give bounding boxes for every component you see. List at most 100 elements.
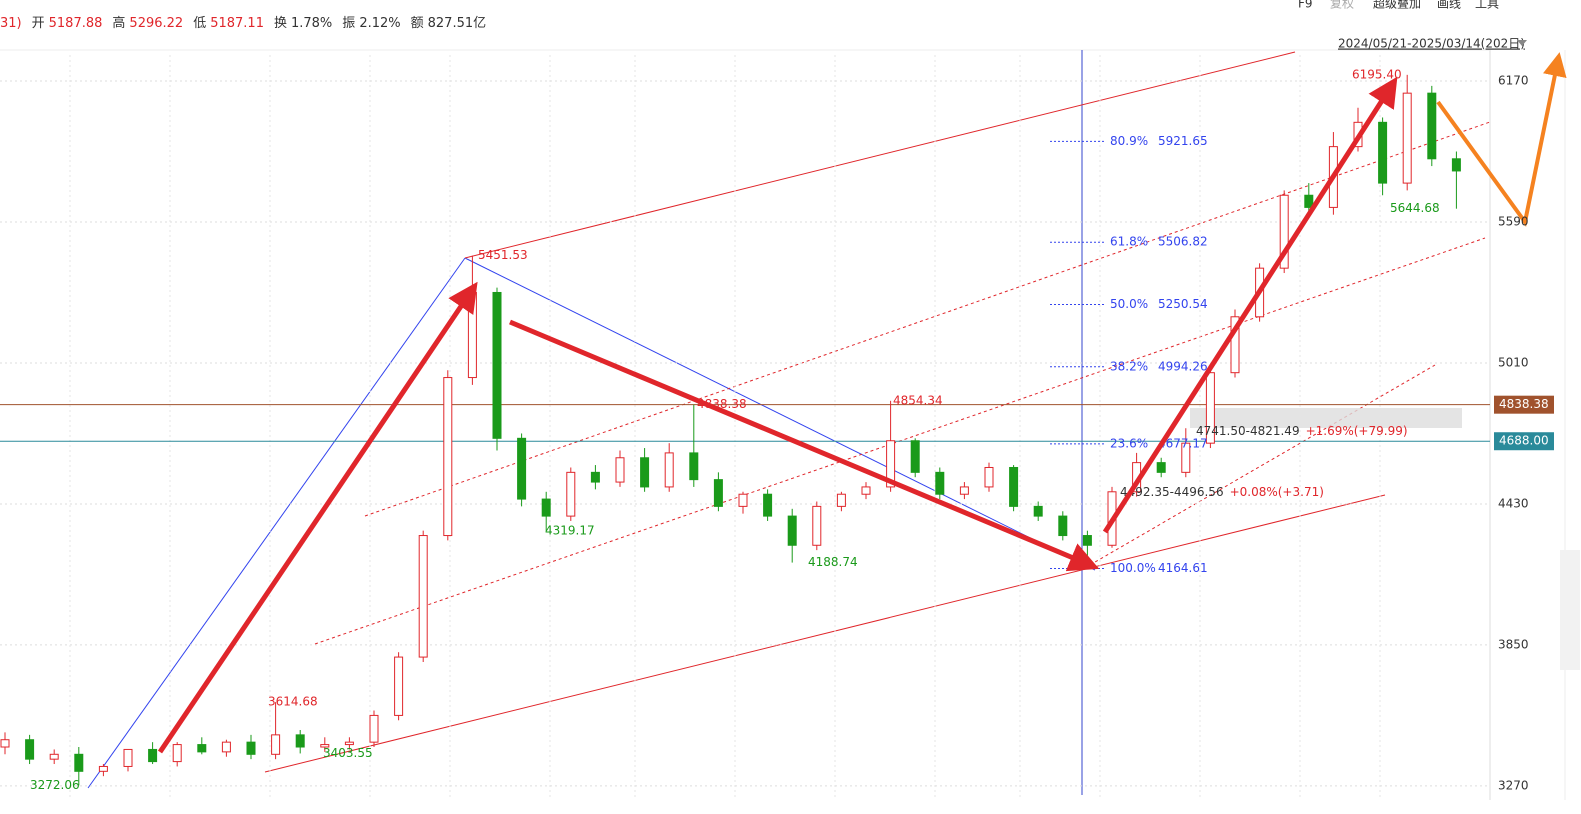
toolbar-button[interactable]: 工具: [1475, 0, 1499, 11]
candle-body: [467, 291, 477, 379]
highlight-zone: [1190, 408, 1462, 428]
price-annotation: 4319.17: [545, 523, 595, 537]
toolbar-button[interactable]: 超级叠加: [1373, 0, 1421, 11]
channel-line: [1089, 364, 1436, 566]
header-label: 额: [411, 16, 424, 31]
header-label: 开: [32, 16, 45, 31]
header-value: 5296.22: [129, 16, 183, 31]
fib-ratio: 50.0%: [1110, 297, 1148, 311]
header-value: 2.12%: [359, 16, 400, 31]
candle-body: [836, 493, 846, 507]
candle-body: [344, 741, 354, 746]
y-tick-label: 6170: [1498, 74, 1529, 88]
candle-body: [763, 493, 773, 517]
side-toggle[interactable]: [1560, 550, 1580, 670]
arrows: [157, 52, 1567, 754]
price-annotation: 4188.74: [808, 555, 858, 569]
arrow: [1436, 52, 1567, 227]
fib-line: [87, 257, 466, 789]
plot: 5451.534319.174838.384188.744854.343614.…: [0, 50, 1491, 800]
fib-ratio: 100.0%: [1110, 561, 1156, 575]
price-annotation: 3614.68: [268, 695, 318, 709]
fib-price: 4677.17: [1158, 436, 1208, 450]
dropdown-icon[interactable]: [1517, 40, 1527, 46]
candle-body: [1205, 372, 1215, 444]
candle-body: [1378, 121, 1388, 184]
date-range[interactable]: 2024/05/21-2025/03/14(202日): [1338, 37, 1525, 51]
candle-body: [246, 741, 256, 755]
candle-body: [590, 471, 600, 483]
candle-body: [1058, 515, 1068, 537]
candle-body: [787, 515, 797, 546]
price-annotation: 4854.34: [893, 393, 943, 407]
header-value: 1.78%: [291, 16, 332, 31]
candle-body: [1304, 194, 1314, 208]
candle-body: [443, 377, 453, 537]
range-annotation: 4741.50-4821.49 +1.69%(+79.99): [1196, 424, 1408, 438]
candle-body: [566, 471, 576, 517]
candle-body: [738, 493, 748, 507]
range-change: +0.08%(+3.71): [1230, 484, 1324, 498]
fib-ratio: 38.2%: [1110, 359, 1148, 373]
channel-line: [364, 121, 1491, 517]
candle-body: [1156, 462, 1166, 473]
header-label: 高: [112, 15, 125, 31]
candle-body: [172, 744, 182, 763]
y-tick-label: 5010: [1498, 355, 1529, 369]
fib-line: [464, 257, 1096, 571]
candle-body: [98, 765, 108, 772]
candle-body: [1402, 92, 1412, 184]
candle-body: [861, 486, 871, 495]
candle-body: [1427, 92, 1437, 160]
candle-body: [1279, 194, 1289, 269]
candle-body: [0, 739, 10, 748]
candle-body: [959, 486, 969, 495]
y-tick-label: 3270: [1498, 778, 1529, 792]
arrow: [1102, 76, 1398, 534]
price-annotation: 5644.68: [1390, 201, 1440, 215]
candle-body: [1451, 158, 1461, 172]
toolbar-button[interactable]: 画线: [1437, 0, 1461, 11]
fib-price: 5921.65: [1158, 134, 1208, 148]
channel-line: [264, 494, 1386, 773]
toolbar[interactable]: F9 复权 超级叠加 画线 工具: [1298, 0, 1499, 11]
toolbar-button[interactable]: F9: [1298, 0, 1313, 11]
price-tag: [1494, 395, 1554, 414]
fib-price: 5506.82: [1158, 235, 1208, 249]
candle-body: [1181, 442, 1191, 473]
range-text: 4741.50-4821.49: [1196, 424, 1300, 438]
candle-body: [689, 452, 699, 481]
header-label: 振: [342, 16, 355, 31]
header: 31) 开 5187.88 高 5296.22 低 5187.11 换 1.78% 振 2.12% 额…: [0, 15, 486, 31]
candle-body: [615, 457, 625, 483]
fib-ratio: 80.9%: [1110, 134, 1148, 148]
channel-line: [464, 51, 1296, 259]
y-tick-label: 4430: [1498, 496, 1529, 510]
fib-ratio: 23.6%: [1110, 436, 1148, 450]
candle-body: [197, 744, 207, 753]
candle-body: [148, 748, 158, 763]
candle-body: [910, 440, 920, 473]
candle-body: [295, 734, 305, 748]
y-tick-label: 5590: [1498, 214, 1529, 228]
candle-body: [984, 466, 994, 488]
candle-body: [664, 452, 674, 488]
header-value: 5187.88: [49, 16, 103, 31]
range-text: 4492.35-4496.56: [1120, 484, 1224, 498]
fib-price: 4164.61: [1158, 561, 1208, 575]
candle-body: [713, 479, 723, 507]
candle-body: [25, 739, 35, 760]
candle-body: [886, 440, 896, 488]
price-tag-label: 4838.38: [1499, 397, 1549, 411]
candle-body: [123, 748, 133, 767]
candle-body: [1230, 316, 1240, 374]
candle-body: [640, 457, 650, 488]
price-annotation: 5451.53: [478, 248, 528, 262]
price-annotation: 3272.06: [30, 778, 80, 792]
arrow: [509, 319, 1100, 572]
header-label: 换: [274, 16, 287, 31]
header-value: 5187.11: [210, 16, 264, 31]
candle-body: [49, 753, 59, 760]
header-value: 827.51亿: [428, 16, 487, 31]
toolbar-button[interactable]: 复权: [1330, 0, 1354, 11]
